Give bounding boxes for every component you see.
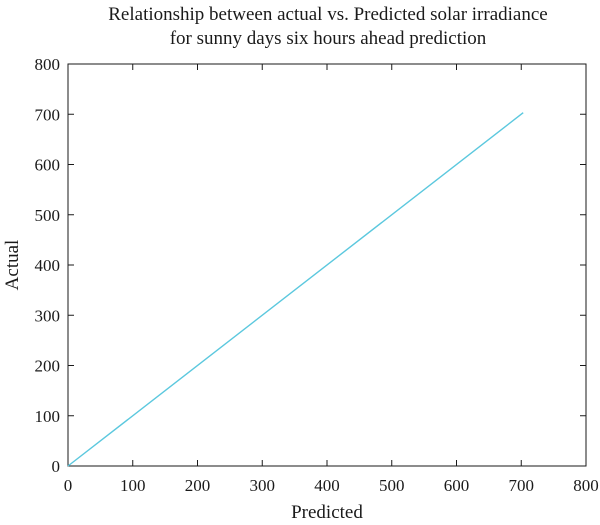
y-tick-label: 700	[35, 105, 61, 124]
y-tick-label: 0	[52, 457, 61, 476]
y-axis-label: Actual	[2, 240, 23, 291]
x-tick-label: 800	[573, 476, 599, 495]
y-tick-label: 100	[35, 407, 61, 426]
chart-title-line-2: for sunny days six hours ahead predictio…	[170, 28, 487, 49]
x-axis-ticks: 0 100 200 300 400 500 600 700 800	[64, 64, 599, 495]
x-tick-label: 500	[379, 476, 405, 495]
y-tick-label: 500	[35, 206, 61, 225]
x-axis-label: Predicted	[291, 502, 363, 523]
y-tick-label: 800	[35, 55, 61, 74]
x-tick-label: 300	[250, 476, 276, 495]
y-tick-label: 600	[35, 156, 61, 175]
chart-title-line-1: Relationship between actual vs. Predicte…	[108, 4, 547, 25]
x-tick-label: 200	[185, 476, 211, 495]
series-layer	[67, 112, 524, 467]
x-tick-label: 600	[444, 476, 470, 495]
x-tick-label: 700	[509, 476, 535, 495]
y-tick-label: 200	[35, 357, 61, 376]
series-line-0	[67, 112, 524, 467]
x-tick-label: 100	[120, 476, 146, 495]
x-tick-label: 400	[314, 476, 340, 495]
x-tick-label: 0	[64, 476, 73, 495]
y-axis-ticks: 0 100 200 300 400 500 600 700 800	[35, 55, 586, 476]
y-tick-label: 400	[35, 256, 61, 275]
y-tick-label: 300	[35, 306, 61, 325]
